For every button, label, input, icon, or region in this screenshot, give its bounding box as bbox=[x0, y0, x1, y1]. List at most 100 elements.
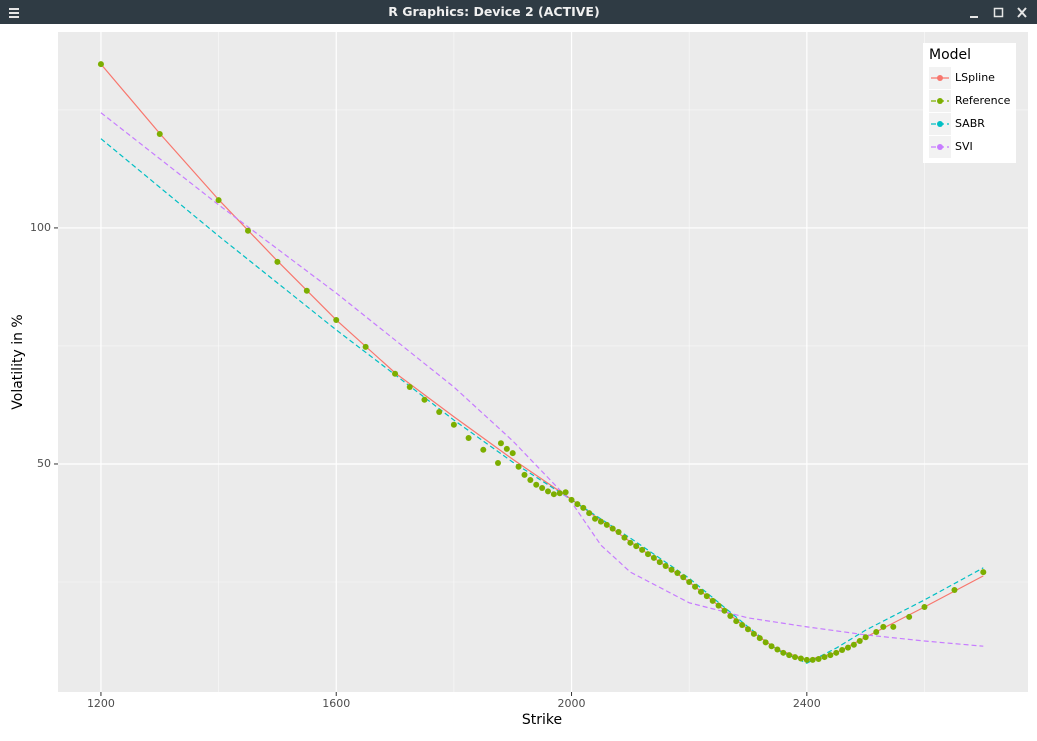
title-bar bbox=[0, 0, 1037, 24]
x-tick-label: 2400 bbox=[793, 697, 821, 710]
data-point bbox=[780, 649, 787, 656]
marks bbox=[97, 61, 987, 664]
plot-panel bbox=[58, 32, 1028, 692]
legend-label: SVI bbox=[955, 140, 973, 153]
close-icon bbox=[1017, 7, 1027, 18]
data-point bbox=[650, 554, 657, 561]
data-point bbox=[615, 528, 622, 535]
data-point bbox=[686, 579, 693, 585]
window-title: R Graphics: Device 2 (ACTIVE) bbox=[388, 4, 599, 19]
data-point bbox=[633, 543, 640, 550]
data-point bbox=[245, 227, 251, 234]
data-point bbox=[450, 421, 457, 428]
data-point bbox=[156, 130, 163, 137]
data-point bbox=[756, 635, 763, 642]
data-point bbox=[774, 646, 781, 653]
data-point bbox=[539, 485, 546, 492]
data-point bbox=[545, 488, 551, 495]
data-point bbox=[556, 490, 563, 497]
data-point bbox=[586, 510, 593, 517]
data-point bbox=[521, 471, 528, 478]
maximize-button[interactable] bbox=[993, 7, 1004, 18]
legend-key-point bbox=[937, 121, 943, 127]
data-point bbox=[497, 440, 504, 447]
data-point bbox=[495, 460, 501, 467]
data-point bbox=[515, 463, 522, 470]
y-tick-label: 100 bbox=[30, 221, 51, 234]
y-tick-label: 50 bbox=[37, 457, 51, 470]
data-point bbox=[745, 626, 751, 633]
data-point bbox=[762, 639, 769, 646]
data-point bbox=[845, 644, 851, 651]
data-point bbox=[533, 481, 540, 488]
data-point bbox=[890, 623, 897, 630]
data-point bbox=[803, 656, 810, 663]
data-point bbox=[786, 652, 793, 659]
data-point bbox=[527, 477, 534, 484]
data-point bbox=[750, 630, 757, 637]
data-point bbox=[680, 574, 687, 581]
x-tick-label: 2000 bbox=[558, 697, 586, 710]
data-point bbox=[562, 489, 569, 496]
legend: Model LSpline Reference SABR SVI bbox=[923, 43, 1016, 163]
axes: 1200 1600 2000 2400 50 100 bbox=[30, 221, 821, 710]
data-point bbox=[627, 539, 634, 546]
data-point bbox=[951, 587, 958, 594]
data-point bbox=[97, 61, 104, 68]
data-point bbox=[274, 258, 281, 265]
data-point bbox=[839, 646, 846, 653]
data-point bbox=[333, 316, 340, 323]
data-point bbox=[850, 641, 857, 648]
data-point bbox=[465, 435, 472, 442]
maximize-icon bbox=[993, 7, 1004, 18]
data-point bbox=[406, 384, 413, 391]
data-point bbox=[362, 343, 369, 350]
legend-label: SABR bbox=[955, 117, 985, 130]
data-point bbox=[436, 409, 443, 416]
data-point bbox=[509, 450, 516, 457]
y-axis-title: Volatility in % bbox=[10, 314, 26, 409]
data-point bbox=[574, 501, 581, 508]
data-point bbox=[603, 521, 610, 528]
legend-key-point bbox=[937, 98, 943, 104]
minimize-button[interactable] bbox=[970, 16, 978, 18]
data-point bbox=[815, 655, 822, 662]
data-point bbox=[980, 569, 987, 576]
data-point bbox=[568, 496, 575, 503]
data-point bbox=[303, 287, 310, 294]
data-point bbox=[697, 588, 704, 595]
data-point bbox=[421, 396, 428, 403]
data-point bbox=[856, 638, 863, 645]
data-point bbox=[215, 197, 222, 204]
legend-label: Reference bbox=[955, 94, 1011, 107]
legend-title: Model bbox=[929, 47, 971, 63]
data-point bbox=[621, 534, 628, 541]
menu-icon-bar bbox=[9, 8, 19, 10]
data-point bbox=[862, 634, 869, 641]
data-point bbox=[721, 607, 728, 614]
data-point bbox=[733, 618, 740, 625]
menu-icon-bar bbox=[9, 12, 19, 14]
data-point bbox=[656, 559, 663, 566]
close-button[interactable] bbox=[1017, 7, 1027, 18]
data-point bbox=[392, 370, 399, 377]
data-point bbox=[592, 515, 599, 522]
data-point bbox=[645, 551, 651, 558]
data-point bbox=[674, 570, 681, 577]
data-point bbox=[662, 562, 669, 569]
data-point bbox=[639, 546, 646, 553]
data-point bbox=[809, 656, 816, 663]
data-point bbox=[715, 602, 722, 609]
data-point bbox=[833, 649, 840, 656]
data-point bbox=[609, 525, 616, 532]
x-tick-label: 1200 bbox=[87, 697, 115, 710]
data-point bbox=[692, 583, 699, 590]
menu-button[interactable] bbox=[9, 8, 19, 18]
legend-label: LSpline bbox=[955, 71, 995, 84]
data-point bbox=[827, 652, 834, 659]
data-point bbox=[703, 593, 710, 600]
data-point bbox=[480, 446, 487, 453]
data-point bbox=[503, 445, 510, 452]
menu-icon-bar bbox=[9, 16, 19, 18]
